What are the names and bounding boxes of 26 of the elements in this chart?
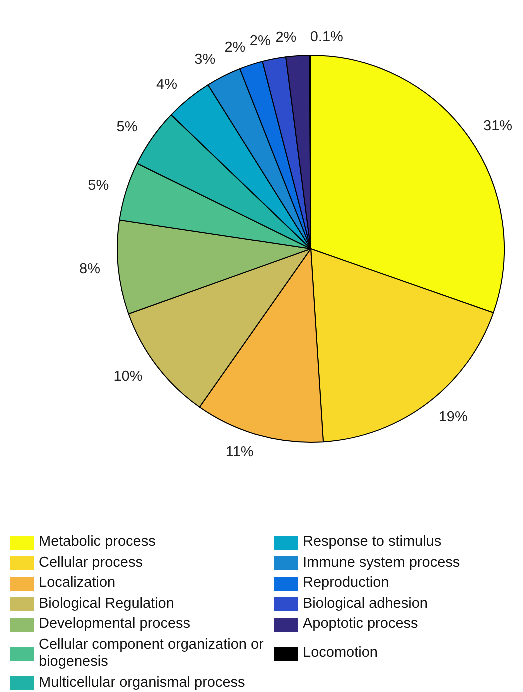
data-label: 3%	[194, 52, 216, 68]
data-label: 2%	[276, 30, 297, 46]
data-label: 11%	[226, 444, 254, 461]
legend-label: Biological adhesion	[303, 596, 428, 613]
legend-label: Localization	[39, 575, 116, 592]
legend-label: Developmental process	[39, 616, 191, 634]
legend-label: Reproduction	[303, 575, 390, 592]
data-label: 4%	[156, 76, 178, 93]
legend-label: Metabolic process	[39, 534, 156, 551]
data-label: 2%	[224, 40, 246, 56]
legend-label: Biological Regulation	[39, 596, 174, 613]
data-label: 0.1%	[310, 30, 344, 46]
data-label: 19%	[438, 409, 468, 426]
data-label: 10%	[114, 369, 143, 386]
data-label: 5%	[116, 120, 138, 136]
legend-label: Locomotion	[303, 645, 378, 662]
legend-label: Cellular component organization or biogenesis	[39, 636, 265, 671]
legend-label: Response to stimulus	[303, 534, 442, 551]
legend-label: Multicellular organismal process	[39, 674, 246, 692]
legend-label: Cellular process	[39, 554, 143, 572]
legend-label: Apoptotic process	[303, 616, 418, 634]
data-label: 8%	[80, 261, 101, 278]
data-label: 5%	[88, 178, 110, 194]
data-label: 2%	[250, 33, 271, 50]
legend-label: Immune system process	[303, 554, 460, 572]
data-label: 31%	[484, 118, 513, 135]
